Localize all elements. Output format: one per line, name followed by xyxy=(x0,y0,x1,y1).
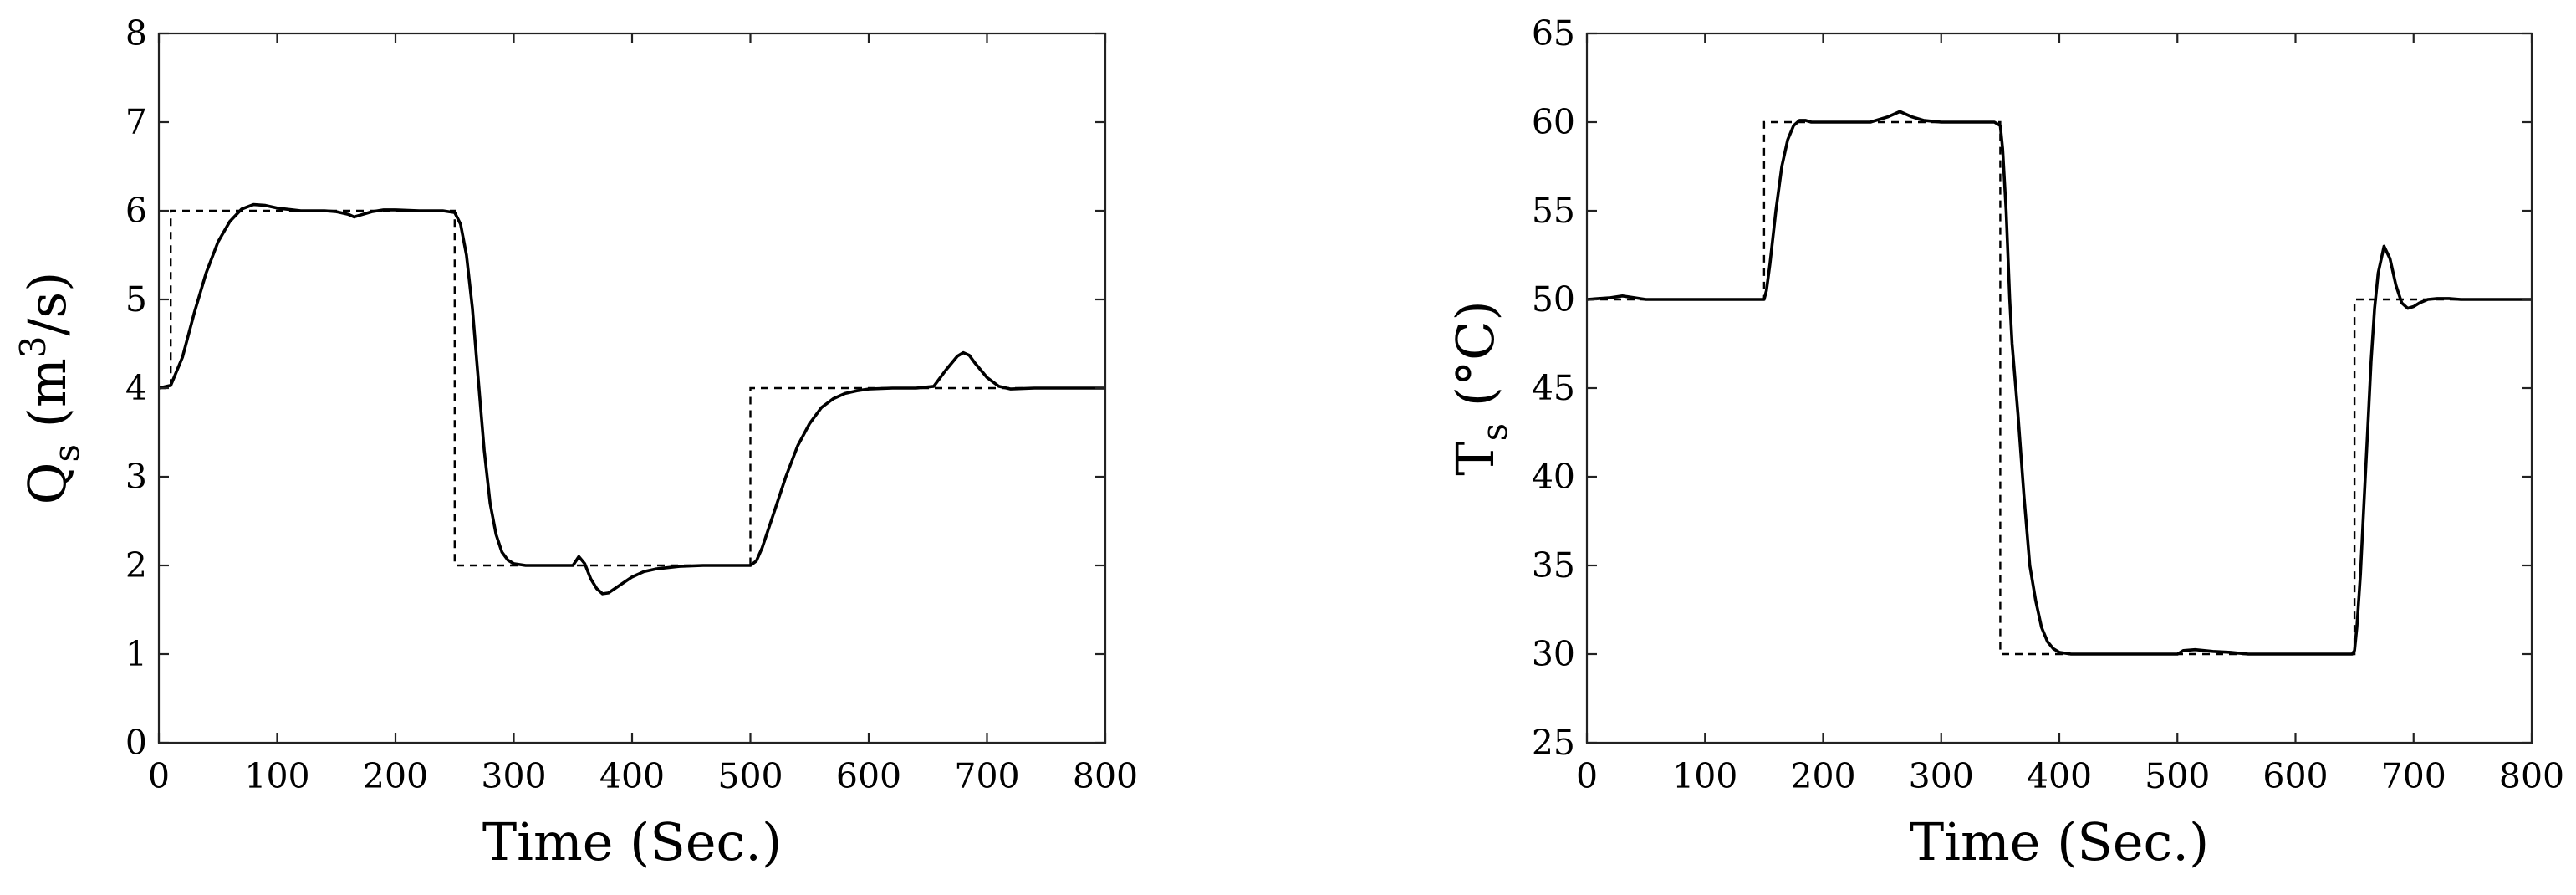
y-axis-unit: (°C) xyxy=(1445,300,1506,423)
plot-area-frame xyxy=(1585,32,2533,744)
x-tick-label: 400 xyxy=(2027,756,2092,796)
response-solid-line xyxy=(1586,110,2532,656)
x-tick-label: 500 xyxy=(2145,756,2210,796)
x-tick-label: 800 xyxy=(1073,756,1138,796)
x-tick-label: 100 xyxy=(1672,756,1737,796)
x-axis-title: Time (Sec.) xyxy=(1910,811,2209,872)
y-axis-superscript: 3 xyxy=(13,336,54,359)
y-tick-label: 50 xyxy=(1532,279,1575,320)
x-tick-label: 0 xyxy=(148,756,170,796)
y-tick-label: 8 xyxy=(125,13,147,54)
x-tick-label: 500 xyxy=(717,756,783,796)
x-tick-label: 200 xyxy=(1790,756,1855,796)
left-chart-panel: 0 100 200 300 400 500 600 700 800 0 1 2 3 4 5 6 7 8 Time (… xyxy=(13,13,1138,872)
x-tick-label: 300 xyxy=(481,756,546,796)
y-axis-unit: (m xyxy=(17,358,78,444)
y-tick-label: 35 xyxy=(1532,545,1575,586)
x-tick-label: 600 xyxy=(2262,756,2328,796)
y-tick-label: 60 xyxy=(1532,102,1575,142)
setpoint-dashed-line xyxy=(159,209,1105,567)
y-tick-label: 3 xyxy=(125,457,147,497)
y-tick-label: 25 xyxy=(1532,723,1575,763)
y-tick-label: 65 xyxy=(1532,13,1575,54)
y-tick-label: 40 xyxy=(1532,457,1575,497)
y-axis-title: Qs (m3/s) xyxy=(13,272,87,505)
setpoint-dashed-line xyxy=(1587,120,2532,656)
y-axis-title: Ts (°C) xyxy=(1445,300,1515,475)
response-solid-line xyxy=(158,202,1105,596)
y-axis-symbol: T xyxy=(1445,441,1506,475)
y-tick-label: 2 xyxy=(125,545,147,586)
x-tick-label: 800 xyxy=(2499,756,2564,796)
y-axis-symbol: Q xyxy=(17,463,78,505)
y-axis-subscript: s xyxy=(1474,423,1515,442)
x-axis-title: Time (Sec.) xyxy=(482,811,782,872)
x-tick-label: 100 xyxy=(244,756,309,796)
x-tick-label: 600 xyxy=(836,756,901,796)
y-tick-label: 5 xyxy=(125,279,147,320)
right-chart-panel: 0 100 200 300 400 500 600 700 800 25 30 35 40 45 50 55 6… xyxy=(1445,13,2564,872)
y-tick-label: 4 xyxy=(125,368,147,408)
x-tick-label: 200 xyxy=(363,756,428,796)
y-tick-label: 45 xyxy=(1532,368,1575,408)
x-tick-label: 400 xyxy=(599,756,665,796)
y-tick-label: 0 xyxy=(125,723,147,763)
x-tick-label: 700 xyxy=(2381,756,2446,796)
y-axis-subscript: s xyxy=(46,444,87,463)
y-tick-label: 6 xyxy=(125,191,147,231)
y-tick-label: 7 xyxy=(125,102,147,142)
y-axis-unit-close: /s) xyxy=(17,272,78,336)
x-tick-label: 0 xyxy=(1576,756,1598,796)
y-tick-label: 55 xyxy=(1532,191,1575,231)
y-tick-label: 1 xyxy=(125,634,147,674)
x-tick-label: 300 xyxy=(1909,756,1974,796)
y-tick-label: 30 xyxy=(1532,634,1575,674)
x-tick-label: 700 xyxy=(954,756,1019,796)
